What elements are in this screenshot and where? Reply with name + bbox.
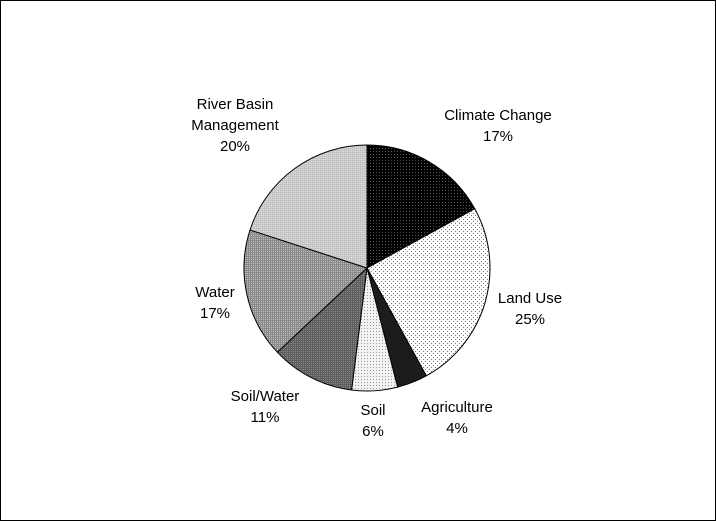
- pie-labels: Climate Change 17% Land Use 25% Agriculture 4…: [191, 96, 562, 440]
- slice-label-soil-0: Soil: [360, 402, 385, 419]
- pie-slice-land-use: [366, 208, 491, 377]
- slice-label-water-0: Water: [195, 284, 234, 301]
- slice-percent-soil: 6%: [362, 423, 384, 440]
- slice-label-river-basin-management-1: Management: [191, 117, 279, 134]
- slice-percent-soil-water: 11%: [251, 409, 280, 426]
- pie-slice-water: [243, 229, 368, 353]
- pie-slices: [243, 144, 491, 392]
- slice-label-climate-change-0: Climate Change: [444, 107, 552, 124]
- slice-label-agriculture-0: Agriculture: [421, 399, 493, 416]
- pie-slice-river-basin-management: [249, 144, 368, 269]
- slice-label-land-use-0: Land Use: [498, 290, 562, 307]
- slice-percent-climate-change: 17%: [483, 128, 513, 145]
- slice-label-river-basin-management-0: River Basin: [197, 96, 274, 113]
- slice-percent-land-use: 25%: [515, 311, 545, 328]
- pie-slice-climate-change: [366, 144, 476, 269]
- slice-label-soil-water-0: Soil/Water: [231, 388, 300, 405]
- pie-slice-soil-water: [276, 266, 368, 391]
- slice-percent-water: 17%: [200, 305, 230, 322]
- slice-percent-river-basin-management: 20%: [220, 138, 250, 155]
- slice-percent-agriculture: 4%: [446, 420, 468, 437]
